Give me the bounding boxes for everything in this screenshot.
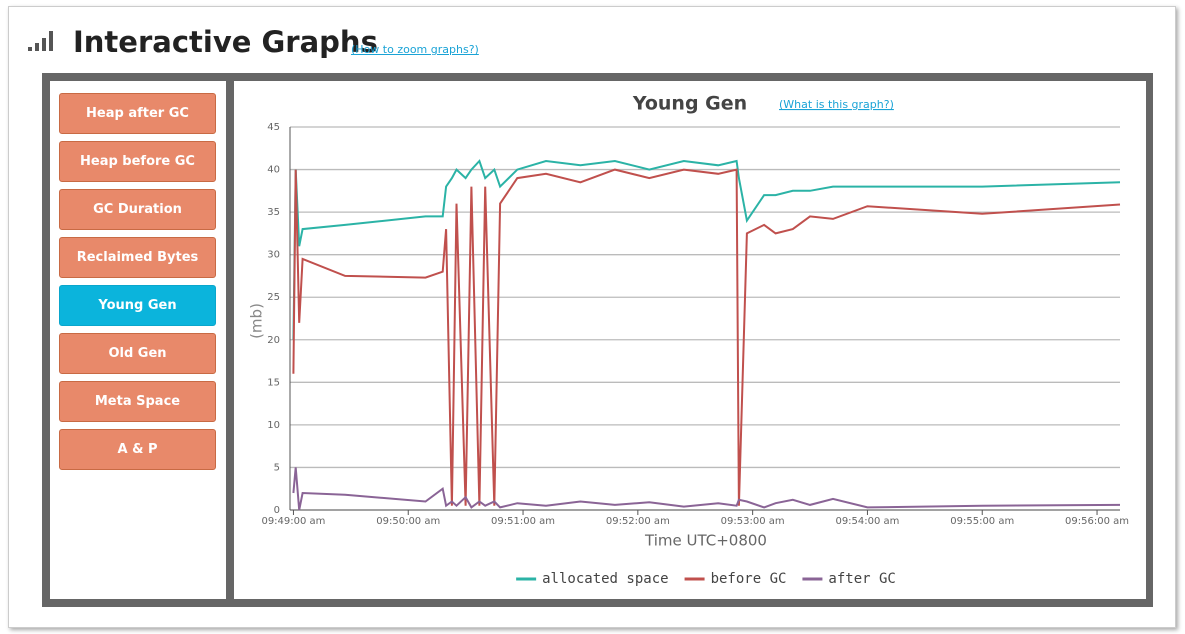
y-tick-label: 35 bbox=[267, 207, 280, 218]
x-tick-label: 09:52:00 am bbox=[606, 516, 670, 527]
x-tick-label: 09:53:00 am bbox=[721, 516, 785, 527]
x-tick-label: 09:50:00 am bbox=[376, 516, 440, 527]
x-tick-label: 09:55:00 am bbox=[950, 516, 1014, 527]
nav-button[interactable]: Heap before GC bbox=[59, 141, 216, 182]
legend-label: before GC bbox=[711, 571, 787, 587]
graph-help-link[interactable]: (What is this graph?) bbox=[779, 98, 894, 111]
nav-button[interactable]: Meta Space bbox=[59, 381, 216, 422]
y-tick-label: 15 bbox=[267, 377, 280, 388]
y-tick-label: 5 bbox=[274, 462, 280, 473]
sidebar: Heap after GC Heap before GC GC Duration Re… bbox=[50, 81, 226, 599]
nav-button[interactable]: Reclaimed Bytes bbox=[59, 237, 216, 278]
legend-label: allocated space bbox=[542, 571, 668, 587]
x-tick-label: 09:54:00 am bbox=[835, 516, 899, 527]
x-axis-title: Time UTC+0800 bbox=[644, 532, 767, 550]
x-tick-label: 09:51:00 am bbox=[491, 516, 555, 527]
y-tick-label: 45 bbox=[267, 122, 280, 133]
y-tick-label: 40 bbox=[267, 165, 280, 176]
y-tick-label: 25 bbox=[267, 292, 280, 303]
nav-button[interactable]: A & P bbox=[59, 429, 216, 470]
nav-button[interactable]: GC Duration bbox=[59, 189, 216, 230]
x-tick-label: 09:56:00 am bbox=[1065, 516, 1129, 527]
nav-button[interactable]: Old Gen bbox=[59, 333, 216, 374]
legend-label: after GC bbox=[828, 571, 895, 587]
nav-button[interactable]: Young Gen bbox=[59, 285, 216, 326]
chart-title: Young Gen bbox=[632, 93, 747, 115]
y-tick-label: 20 bbox=[267, 335, 280, 346]
y-tick-label: 0 bbox=[274, 505, 280, 516]
series-line bbox=[292, 467, 1121, 511]
chart: Young Gen (What is this graph?) (mb) Tim… bbox=[248, 93, 1130, 588]
x-tick-label: 09:49:00 am bbox=[261, 516, 325, 527]
chart-panel: Young Gen (What is this graph?) (mb) Tim… bbox=[234, 81, 1146, 599]
y-axis-title: (mb) bbox=[248, 303, 266, 339]
series-line bbox=[292, 159, 1121, 340]
series-line bbox=[292, 168, 1121, 506]
page-title: Interactive Graphs bbox=[73, 25, 378, 59]
signal-icon bbox=[28, 31, 53, 51]
help-link[interactable]: (How to zoom graphs?) bbox=[351, 43, 479, 56]
y-tick-label: 30 bbox=[267, 250, 280, 261]
nav-button[interactable]: Heap after GC bbox=[59, 93, 216, 134]
y-tick-label: 10 bbox=[267, 420, 280, 431]
